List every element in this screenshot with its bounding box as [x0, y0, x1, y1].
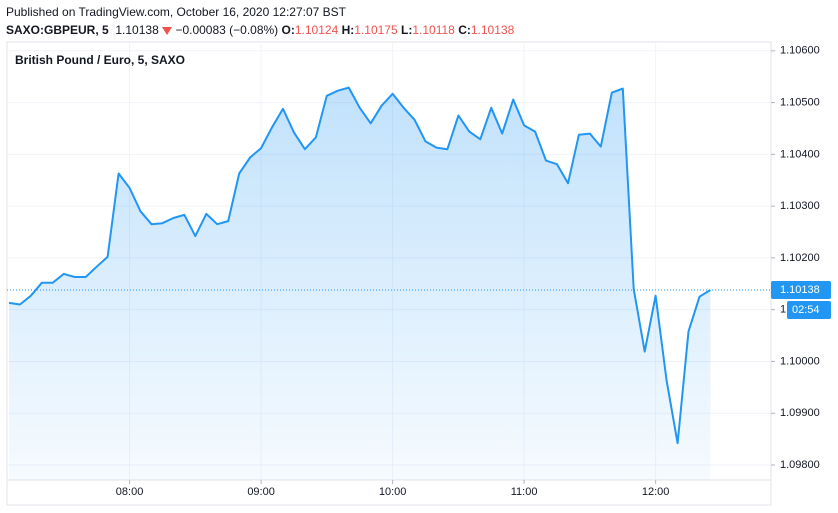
published: Published on TradingView.com, October 16… — [6, 5, 346, 19]
y-tick-label: 1.10400 — [780, 148, 820, 160]
last-price: 1.10138 — [115, 23, 159, 37]
symbol: SAXO:GBPEUR, 5 — [6, 23, 109, 37]
chart-title: British Pound / Euro, 5, SAXO — [15, 53, 185, 67]
ohlc-value: 1.10138 — [470, 23, 515, 37]
ohlc-label: O: — [281, 23, 295, 37]
ohlc-value: 1.10175 — [354, 23, 398, 37]
ohlc: O:1.10124 H:1.10175 L:1.10118 C:1.10138 — [282, 23, 515, 37]
x-tick-label: 12:00 — [642, 486, 670, 498]
countdown-label: 02:54 — [792, 304, 820, 316]
last-price-tag — [771, 280, 831, 299]
countdown-tag — [787, 300, 831, 319]
x-tick-label: 11:00 — [511, 486, 538, 498]
ohlc-label: H: — [341, 23, 355, 37]
y-tick-label: 1.10600 — [780, 45, 820, 57]
y-tick-label: 1.10500 — [780, 96, 820, 108]
down-arrow — [162, 27, 173, 36]
x-tick-label: 10:00 — [379, 486, 407, 498]
y-tick-label: 1.09800 — [780, 459, 820, 471]
header: Published on TradingView.com, October 16… — [6, 3, 514, 39]
quote-line: SAXO:GBPEUR, 5 1.10138 −0.00083 (−0.08%)… — [6, 21, 514, 39]
ohlc-value: 1.10124 — [294, 23, 339, 37]
last-price-label: 1.10138 — [780, 284, 820, 296]
area-fill — [9, 87, 711, 480]
change: −0.00083 (−0.08%) — [175, 23, 279, 37]
y-tick-label: 1.09900 — [780, 407, 820, 419]
y-tick-label: 1.10000 — [780, 355, 820, 367]
x-tick-label: 09:00 — [247, 486, 275, 498]
ohlc-value: 1.10118 — [412, 23, 455, 37]
y-tick-label: 1.10200 — [780, 252, 820, 264]
ohlc-label: C: — [458, 23, 471, 37]
ohlc-label: L: — [401, 23, 413, 37]
x-tick-label: 08:00 — [116, 486, 144, 498]
price-line — [8, 86, 711, 445]
y-tick-label: 1.10300 — [780, 200, 820, 212]
